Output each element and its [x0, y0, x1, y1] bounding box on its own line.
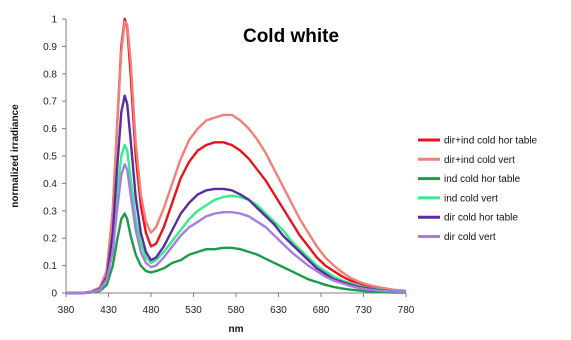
y-tick-label: 0.2: [43, 234, 57, 245]
x-tick-label: 480: [143, 305, 160, 316]
legend-label: dir+ind cold vert: [444, 155, 515, 166]
y-tick-label: 0.8: [43, 69, 57, 80]
axes: 0 0.1 0.2 0.3 0.4 0.5 0.6 0.7 0.8 0.9 1 380 430 480 53…: [43, 15, 415, 317]
y-tick-label: 0.9: [43, 42, 57, 53]
x-tick-label: 630: [270, 305, 287, 316]
series-line: [66, 143, 407, 295]
plot-lines: [66, 17, 407, 295]
x-tick-label: 730: [355, 305, 372, 316]
legend-label: ind cold vert: [444, 193, 498, 204]
x-tick-label: 780: [398, 305, 415, 316]
series-line: [66, 212, 407, 295]
legend: dir+ind cold hor table dir+ind cold vert i…: [418, 136, 538, 243]
y-tick-label: 1: [51, 15, 57, 26]
y-tick-label: 0.4: [43, 179, 57, 190]
legend-label: ind cold hor table: [444, 174, 521, 185]
y-tick-label: 0.7: [43, 97, 57, 108]
y-tick-label: 0.6: [43, 124, 57, 135]
series-line: [66, 163, 407, 295]
x-tick-label: 380: [58, 305, 75, 316]
series-line: [66, 20, 407, 295]
y-tick-label: 0.5: [43, 152, 57, 163]
y-axis-title: normalized irradiance: [10, 104, 21, 208]
y-tick-label: 0.1: [43, 261, 57, 272]
x-tick-label: 530: [185, 305, 202, 316]
x-axis-title: nm: [229, 324, 244, 335]
x-tick-label: 430: [100, 305, 117, 316]
x-tick-label: 680: [313, 305, 330, 316]
legend-label: dir cold vert: [444, 232, 496, 243]
legend-label: dir+ind cold hor table: [444, 136, 538, 147]
chart-title: Cold white: [243, 26, 339, 47]
x-tick-label: 580: [228, 305, 245, 316]
series-line: [66, 94, 407, 295]
y-tick-label: 0: [51, 289, 57, 300]
y-tick-label: 0.3: [43, 206, 57, 217]
legend-label: dir cold hor table: [444, 213, 518, 224]
